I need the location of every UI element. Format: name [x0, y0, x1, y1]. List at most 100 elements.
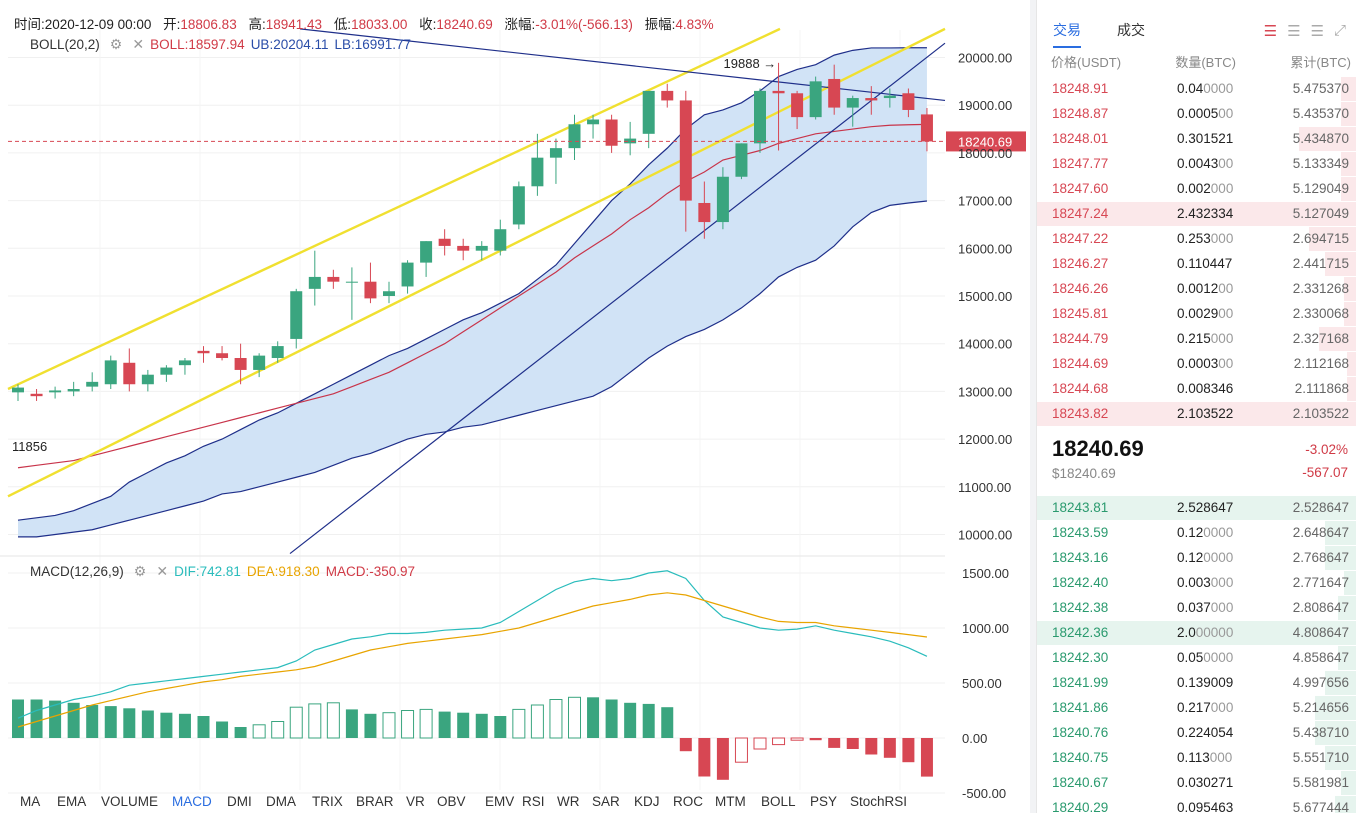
- indicator-tab[interactable]: PSY: [810, 794, 838, 809]
- chart-area[interactable]: 18240.69 19888 → 11856 20000.00 19000.00 1800…: [0, 0, 1030, 813]
- orderbook-row[interactable]: 18240.29 0.095463 5.677444: [1037, 796, 1356, 813]
- both-sides-icon[interactable]: ☰: [1263, 23, 1278, 40]
- orderbook-qty: 0.008346: [1177, 381, 1234, 396]
- boll-name: BOLL(20,2): [30, 37, 100, 52]
- orderbook-price: 18240.67: [1052, 775, 1109, 790]
- indicator-tab[interactable]: KDJ: [634, 794, 660, 809]
- dea-line: [17, 592, 928, 728]
- orderbook-row[interactable]: 18242.30 0.050000 4.858647: [1037, 646, 1356, 670]
- orderbook-row[interactable]: 18248.01 0.301521 5.434870: [1037, 127, 1356, 151]
- orderbook-qty: 0.113000: [1177, 750, 1233, 765]
- candle-body: [846, 98, 859, 108]
- orderbook-qty: 0.037000: [1177, 600, 1234, 615]
- indicator-tab[interactable]: DMA: [266, 794, 296, 809]
- indicator-tab[interactable]: BRAR: [356, 794, 394, 809]
- candle-body: [865, 98, 878, 101]
- expand-icon[interactable]: ⤢: [1333, 22, 1346, 39]
- orderbook-row[interactable]: 18247.22 0.253000 2.694715: [1037, 227, 1356, 251]
- indicator-tab[interactable]: VOLUME: [101, 794, 159, 809]
- candle-body: [141, 374, 154, 385]
- orderbook-row[interactable]: 18247.60 0.002000 5.129049: [1037, 177, 1356, 201]
- macd-bar: [438, 711, 451, 738]
- orderbook-price: 18247.60: [1052, 181, 1109, 196]
- macd-bar: [661, 707, 674, 738]
- macd-bar: [772, 737, 786, 746]
- macd-bar: [587, 697, 600, 738]
- candle-body: [383, 291, 395, 296]
- indicator-tab[interactable]: BOLL: [761, 794, 796, 809]
- candle-body: [735, 143, 748, 177]
- orderbook-row[interactable]: 18245.81 0.002900 2.330068: [1037, 302, 1356, 326]
- orderbook-row[interactable]: 18243.81 2.528647 2.528647: [1037, 496, 1356, 520]
- orderbook-row[interactable]: 18241.86 0.217000 5.214656: [1037, 696, 1356, 720]
- panel-divider[interactable]: [1030, 0, 1036, 813]
- indicator-tab[interactable]: MTM: [715, 794, 746, 809]
- indicator-tab[interactable]: StochRSI: [850, 794, 908, 809]
- tab-deals[interactable]: 成交: [1117, 22, 1145, 38]
- asks-only-icon[interactable]: ☰: [1310, 23, 1324, 40]
- tab-trade[interactable]: 交易: [1053, 20, 1081, 48]
- macd-bar: [716, 738, 729, 780]
- gear-icon[interactable]: ⚙: [109, 36, 123, 52]
- orderbook-row[interactable]: 18240.75 0.113000 5.551710: [1037, 746, 1356, 770]
- orderbook-total: 2.331268: [1292, 281, 1349, 296]
- macd-bar: [734, 737, 748, 763]
- candle-body: [772, 90, 785, 94]
- orderbook-price: 18247.22: [1052, 231, 1109, 246]
- close-icon[interactable]: ✕: [156, 563, 169, 579]
- orderbook-row[interactable]: 18243.16 0.120000 2.768647: [1037, 546, 1356, 570]
- candle-body: [791, 93, 804, 118]
- orderbook-row[interactable]: 18247.77 0.004300 5.133349: [1037, 152, 1356, 176]
- indicator-tab[interactable]: DMI: [227, 794, 252, 809]
- orderbook-row[interactable]: 18241.99 0.139009 4.997656: [1037, 671, 1356, 695]
- candle-body: [345, 281, 358, 283]
- orderbook-row[interactable]: 18242.40 0.003000 2.771647: [1037, 571, 1356, 595]
- orderbook-row[interactable]: 18240.67 0.030271 5.581981: [1037, 771, 1356, 795]
- orderbook-row[interactable]: 18244.68 0.008346 2.111868: [1037, 377, 1356, 401]
- indicator-tab[interactable]: EMA: [57, 794, 87, 809]
- orderbook-qty: 0.050000: [1177, 650, 1234, 665]
- macd-bar: [753, 737, 767, 750]
- boll-mid-value: BOLL:18597.94: [150, 37, 245, 52]
- orderbook-row[interactable]: 18248.91 0.040000 5.475370: [1037, 77, 1356, 101]
- gear-icon[interactable]: ⚙: [133, 563, 147, 579]
- candlestick-chart[interactable]: 18240.69 19888 → 11856 20000.00 19000.00 1800…: [0, 0, 1030, 813]
- price-axis-label: 17000.00: [958, 194, 1012, 209]
- depth-bar: [1315, 696, 1356, 720]
- orderbook-row[interactable]: 18246.26 0.001200 2.331268: [1037, 277, 1356, 301]
- dif-line: [17, 570, 928, 719]
- candle-body: [438, 238, 451, 246]
- candle-body: [420, 241, 433, 263]
- orderbook-qty: 0.217000: [1177, 700, 1234, 715]
- orderbook-total: 5.581981: [1292, 775, 1349, 790]
- orderbook-price: 18243.81: [1052, 500, 1109, 515]
- orderbook-row[interactable]: 18243.59 0.120000 2.648647: [1037, 521, 1356, 545]
- orderbook-qty: 0.110447: [1177, 256, 1233, 271]
- indicator-tab[interactable]: RSI: [522, 794, 545, 809]
- orderbook-row[interactable]: 18244.69 0.000300 2.112168: [1037, 352, 1356, 376]
- boll-band-fill: [18, 47, 927, 537]
- orderbook-row[interactable]: 18243.82 2.103522 2.103522: [1037, 402, 1356, 426]
- orderbook-row[interactable]: 18240.76 0.224054 5.438710: [1037, 721, 1356, 745]
- orderbook-row[interactable]: 18246.27 0.110447 2.441715: [1037, 252, 1356, 276]
- indicator-tab[interactable]: MA: [20, 794, 41, 809]
- indicator-tab[interactable]: TRIX: [312, 794, 343, 809]
- indicator-tab[interactable]: VR: [406, 794, 425, 809]
- indicator-tab[interactable]: EMV: [485, 794, 515, 809]
- orderbook-row[interactable]: 18242.36 2.000000 4.808647: [1037, 621, 1356, 645]
- orderbook-row[interactable]: 18244.79 0.215000 2.327168: [1037, 327, 1356, 351]
- close-icon[interactable]: ✕: [132, 36, 145, 52]
- candle-body: [327, 276, 340, 282]
- indicator-tab[interactable]: SAR: [592, 794, 620, 809]
- indicator-tab[interactable]: MACD: [172, 794, 212, 809]
- candle-body: [716, 176, 729, 223]
- orderbook-row[interactable]: 18248.87 0.000500 5.435370: [1037, 102, 1356, 126]
- orderbook-row[interactable]: 18242.38 0.037000 2.808647: [1037, 596, 1356, 620]
- indicator-tab[interactable]: ROC: [673, 794, 703, 809]
- candle-body: [587, 119, 600, 125]
- orderbook-total: 5.475370: [1292, 81, 1349, 96]
- orderbook-row[interactable]: 18247.24 2.432334 5.127049: [1037, 202, 1356, 226]
- indicator-tab[interactable]: OBV: [437, 794, 466, 809]
- indicator-tab[interactable]: WR: [557, 794, 580, 809]
- bids-only-icon[interactable]: ☰: [1287, 23, 1301, 40]
